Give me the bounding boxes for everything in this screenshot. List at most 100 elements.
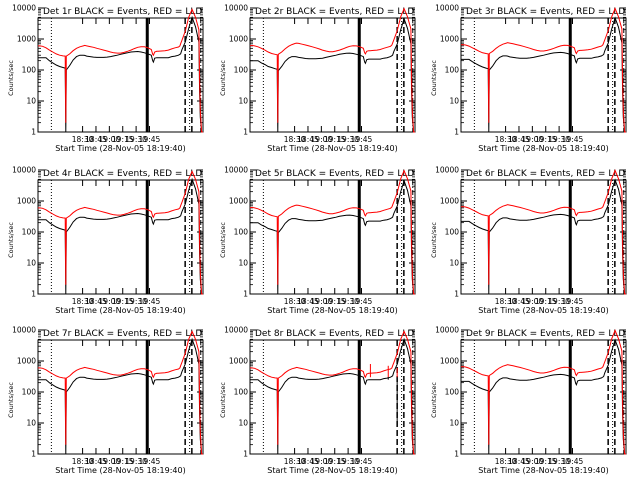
x-tick-label: 19:15 — [324, 297, 346, 306]
panel-title: Det 1r BLACK = Events, RED = LLD — [43, 7, 202, 17]
x-axis-title: Start Time (28-Nov-05 18:19:40) — [478, 466, 608, 475]
y-tick-label: 100 — [234, 388, 249, 397]
x-tick-label: 19:00 — [311, 457, 333, 466]
y-tick-label: 10 — [238, 97, 248, 106]
y-tick-label: 10000 — [435, 326, 459, 335]
x-tick-label: 18:30 — [495, 297, 517, 306]
y-tick-label: 100 — [234, 228, 249, 237]
panel-det-4: Det 4r BLACK = Events, RED = LLD 1 10 100 10… — [7, 166, 204, 315]
y-tick-label: 1000 — [440, 35, 459, 44]
series-lld — [38, 330, 203, 455]
y-axis-title: Counts/sec — [430, 222, 438, 258]
x-tick-label: 18:45 — [297, 297, 319, 306]
x-tick-label: 19:30 — [548, 135, 570, 144]
y-tick-label: 1000 — [440, 197, 459, 206]
x-tick-label: 19:45 — [562, 457, 584, 466]
y-tick-label: 100 — [445, 388, 460, 397]
x-tick-label: 19:45 — [351, 457, 373, 466]
series-lld — [460, 7, 626, 133]
x-tick-label: 19:45 — [351, 297, 373, 306]
series-lld — [38, 170, 203, 295]
x-tick-label: 18:30 — [72, 457, 94, 466]
y-tick-label: 100 — [22, 66, 37, 75]
x-tick-label: 18:45 — [297, 135, 319, 144]
x-tick-label: 19:15 — [112, 135, 134, 144]
y-tick-label: 1 — [31, 450, 36, 459]
panel-det-6: Det 6r BLACK = Events, RED = LLD 1 10 100 10… — [430, 166, 627, 315]
x-tick-label: 19:00 — [99, 135, 121, 144]
y-tick-label: 10000 — [224, 166, 248, 175]
y-tick-label: 1 — [454, 290, 459, 299]
panel-det-9: Det 9r BLACK = Events, RED = LLD 1 10 100 10… — [430, 326, 627, 475]
panel-det-8: Det 8r BLACK = Events, RED = LLD 1 10 100 10… — [219, 326, 416, 475]
x-tick-label: 19:45 — [562, 297, 584, 306]
x-tick-label: 18:30 — [495, 135, 517, 144]
x-tick-label: 19:15 — [535, 135, 557, 144]
x-tick-label: 19:45 — [139, 135, 161, 144]
x-tick-label: 19:00 — [99, 297, 121, 306]
y-tick-label: 1 — [243, 128, 248, 137]
x-tick-label: 19:30 — [125, 457, 147, 466]
panel-det-7: Det 7r BLACK = Events, RED = LLD 1 10 100 10… — [7, 326, 204, 475]
y-tick-label: 100 — [445, 66, 460, 75]
x-axis-title: Start Time (28-Nov-05 18:19:40) — [267, 144, 397, 153]
series-lld — [460, 169, 626, 295]
y-axis-title: Counts/sec — [7, 382, 15, 418]
x-axis-title: Start Time (28-Nov-05 18:19:40) — [55, 306, 185, 315]
x-tick-label: 19:45 — [139, 457, 161, 466]
y-tick-label: 1000 — [17, 197, 36, 206]
x-tick-label: 19:00 — [522, 297, 544, 306]
y-tick-label: 1 — [454, 128, 459, 137]
x-tick-label: 18:30 — [284, 457, 306, 466]
x-axis-title: Start Time (28-Nov-05 18:19:40) — [55, 466, 185, 475]
x-tick-label: 19:15 — [535, 457, 557, 466]
y-tick-label: 10000 — [435, 166, 459, 175]
y-tick-label: 100 — [445, 228, 460, 237]
x-tick-label: 18:45 — [85, 297, 107, 306]
x-tick-label: 18:30 — [72, 135, 94, 144]
x-tick-label: 18:45 — [508, 457, 530, 466]
x-tick-label: 19:15 — [535, 297, 557, 306]
y-tick-label: 10000 — [12, 4, 36, 13]
series-events — [38, 337, 203, 455]
series-events — [250, 337, 415, 455]
panel-det-1: Det 1r BLACK = Events, RED = LLD 1 10 100 10… — [7, 4, 204, 153]
x-tick-label: 18:45 — [85, 135, 107, 144]
y-tick-label: 1 — [454, 450, 459, 459]
y-axis-title: Counts/sec — [219, 222, 227, 258]
x-tick-label: 19:00 — [311, 135, 333, 144]
x-tick-label: 19:30 — [125, 135, 147, 144]
x-tick-label: 19:30 — [337, 135, 359, 144]
y-tick-label: 1000 — [17, 357, 36, 366]
y-tick-label: 10 — [26, 419, 36, 428]
x-tick-label: 18:45 — [508, 135, 530, 144]
x-tick-label: 19:30 — [548, 457, 570, 466]
x-tick-label: 18:30 — [284, 297, 306, 306]
x-tick-label: 19:15 — [112, 297, 134, 306]
x-tick-label: 19:00 — [311, 297, 333, 306]
y-tick-label: 100 — [22, 388, 37, 397]
y-tick-label: 10 — [238, 259, 248, 268]
y-tick-label: 1 — [31, 290, 36, 299]
y-tick-label: 1000 — [229, 35, 248, 44]
y-tick-label: 10 — [449, 259, 459, 268]
panel-det-5: Det 5r BLACK = Events, RED = LLD 1 10 100 10… — [219, 166, 416, 315]
panel-det-3: Det 3r BLACK = Events, RED = LLD 1 10 100 10… — [430, 4, 627, 153]
panel-title: Det 7r BLACK = Events, RED = LLD — [43, 329, 202, 339]
y-tick-label: 1000 — [229, 357, 248, 366]
series-lld — [250, 330, 415, 455]
x-tick-label: 19:15 — [324, 135, 346, 144]
series-events — [38, 177, 203, 295]
x-tick-label: 18:45 — [85, 457, 107, 466]
x-tick-label: 19:30 — [337, 457, 359, 466]
x-tick-label: 19:00 — [522, 457, 544, 466]
x-tick-label: 19:00 — [99, 457, 121, 466]
panel-title: Det 4r BLACK = Events, RED = LLD — [43, 169, 202, 179]
panel-title: Det 3r BLACK = Events, RED = LLD — [466, 7, 625, 17]
y-axis-title: Counts/sec — [7, 222, 15, 258]
x-tick-label: 19:45 — [562, 135, 584, 144]
x-axis-title: Start Time (28-Nov-05 18:19:40) — [478, 144, 608, 153]
panel-title: Det 9r BLACK = Events, RED = LLD — [466, 329, 625, 339]
x-tick-label: 19:45 — [351, 135, 373, 144]
